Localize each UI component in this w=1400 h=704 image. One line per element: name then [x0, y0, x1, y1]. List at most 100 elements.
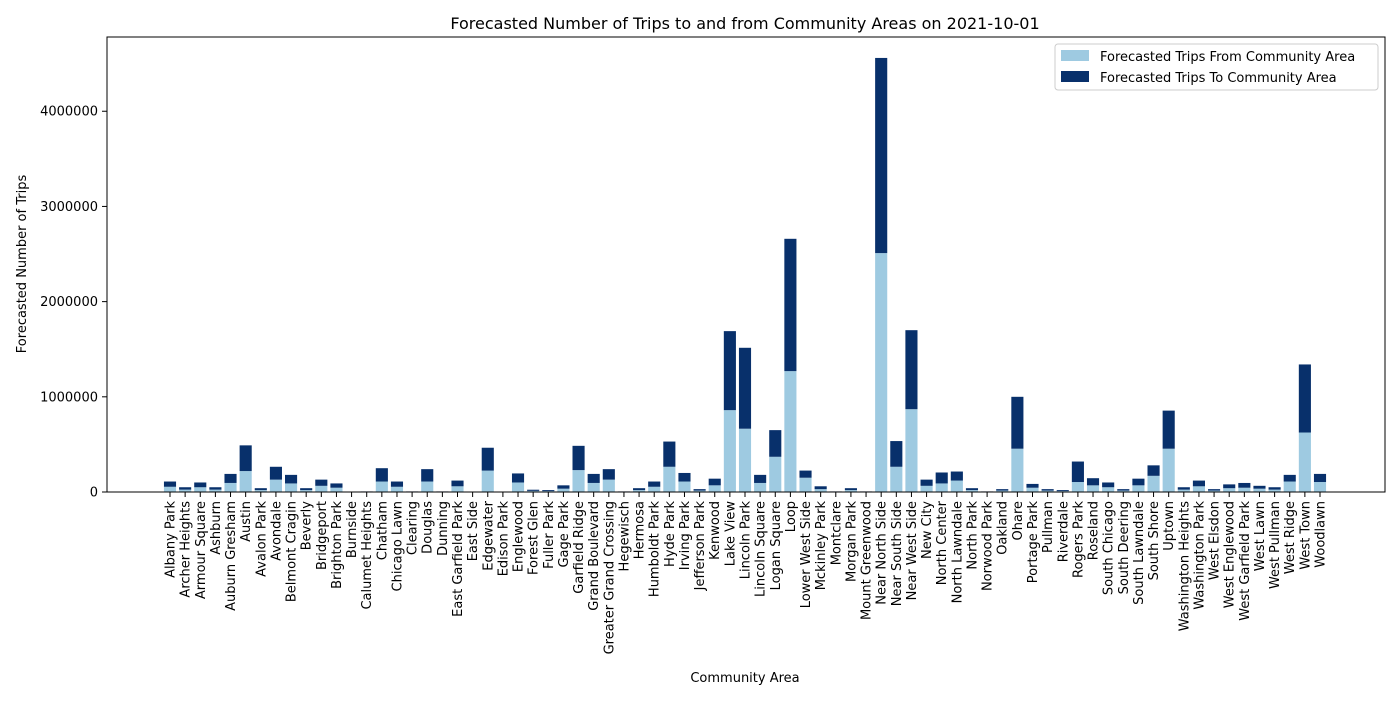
bar-from-65	[1148, 476, 1160, 492]
x-tick-label: Belmont Cragin	[285, 501, 300, 602]
x-tick-label: Logan Square	[769, 501, 784, 590]
bar-to-64	[1132, 479, 1144, 486]
x-tick-label: Greater Grand Crossing	[602, 501, 617, 654]
bar-from-76	[1314, 482, 1326, 492]
bar-from-2	[194, 487, 206, 492]
bar-from-42	[799, 478, 811, 492]
y-tick-label: 0	[90, 486, 98, 501]
x-tick-label: North Park	[965, 501, 980, 570]
bar-to-17	[421, 469, 433, 481]
x-tick-label: Avalon Park	[254, 501, 269, 577]
chart-title: Forecasted Number of Trips to and from C…	[450, 14, 1039, 33]
bar-to-61	[1087, 478, 1099, 485]
x-tick-label: North Lawndale	[950, 501, 965, 603]
bar-to-58	[1042, 489, 1054, 490]
x-tick-label: South Chicago	[1102, 501, 1117, 595]
bar-to-37	[724, 331, 736, 410]
x-tick-label: Lower West Side	[799, 501, 814, 608]
bar-to-38	[739, 348, 751, 429]
x-tick-label: West Lawn	[1253, 501, 1268, 571]
x-tick-label: Avondale	[269, 501, 284, 561]
bar-to-9	[300, 488, 312, 490]
x-tick-label: Edgewater	[481, 500, 496, 570]
bar-from-38	[739, 429, 751, 492]
x-tick-label: West Town	[1298, 501, 1313, 570]
bar-from-75	[1299, 433, 1311, 492]
bar-to-48	[890, 441, 902, 467]
bar-from-52	[951, 481, 963, 492]
x-tick-label: West Elsdon	[1208, 501, 1223, 580]
bar-to-49	[905, 330, 917, 409]
x-tick-label: Mount Greenwood	[860, 501, 875, 620]
bar-from-66	[1163, 449, 1175, 492]
legend-swatch-to	[1061, 71, 1089, 82]
bar-to-39	[754, 475, 766, 483]
x-tick-label: Norwood Park	[981, 501, 996, 592]
y-axis-label: Forecasted Number of Trips	[15, 175, 30, 354]
bar-to-26	[557, 485, 569, 488]
x-tick-label: Armour Square	[194, 501, 209, 599]
x-tick-label: Mckinley Park	[814, 501, 829, 591]
bar-to-1	[179, 487, 191, 489]
bar-from-27	[573, 470, 585, 492]
bar-to-53	[966, 488, 978, 490]
bar-to-7	[270, 467, 282, 480]
x-tick-label: Ashburn	[209, 501, 224, 555]
x-tick-label: South Shore	[1147, 501, 1162, 580]
bar-to-35	[694, 489, 706, 490]
x-tick-label: East Garfield Park	[451, 501, 466, 617]
x-tick-label: Lincoln Park	[739, 501, 754, 580]
bar-from-51	[936, 483, 948, 492]
bar-from-23	[512, 482, 524, 492]
x-tick-label: West Garfield Park	[1238, 501, 1253, 621]
bar-to-66	[1163, 411, 1175, 449]
x-tick-label: Englewood	[512, 501, 527, 572]
x-tick-label: West Pullman	[1268, 501, 1283, 589]
bar-from-17	[421, 482, 433, 492]
y-tick-label: 3000000	[40, 200, 98, 215]
x-axis-label: Community Area	[690, 671, 799, 686]
y-tick-label: 2000000	[40, 295, 98, 310]
x-tick-label: East Side	[466, 501, 481, 561]
bar-from-70	[1223, 488, 1235, 492]
x-tick-label: West Englewood	[1223, 501, 1238, 608]
bar-to-2	[194, 482, 206, 487]
bar-to-4	[224, 474, 236, 483]
x-tick-label: Oakland	[996, 501, 1011, 555]
x-tick-label: Humboldt Park	[648, 501, 663, 598]
bar-from-14	[376, 482, 388, 492]
x-tick-label: Auburn Gresham	[224, 501, 239, 611]
bar-to-73	[1269, 487, 1281, 489]
x-tick-label: Portage Park	[1026, 501, 1041, 584]
bars-group	[164, 58, 1326, 492]
x-tick-label: Archer Heights	[179, 501, 194, 598]
bar-from-56	[1011, 449, 1023, 492]
bar-to-21	[482, 448, 494, 471]
bar-to-57	[1026, 484, 1038, 488]
bar-to-70	[1223, 484, 1235, 488]
bar-to-62	[1102, 482, 1114, 487]
x-tick-label: Jefferson Park	[693, 501, 708, 592]
x-tick-label: Chatham	[375, 501, 390, 560]
x-tick-label: Calumet Heights	[360, 501, 375, 610]
bar-from-19	[451, 486, 463, 492]
bar-from-28	[588, 483, 600, 492]
bar-from-49	[905, 409, 917, 492]
x-tick-label: Fuller Park	[542, 501, 557, 569]
x-tick-label: North Center	[935, 500, 950, 585]
x-tick-label: Forest Glen	[527, 501, 542, 575]
bar-to-15	[391, 482, 403, 487]
bar-to-69	[1208, 489, 1220, 490]
bar-to-31	[633, 488, 645, 490]
bar-from-11	[330, 488, 342, 492]
bar-to-59	[1057, 490, 1069, 491]
bar-to-5	[240, 445, 252, 471]
bar-to-28	[588, 474, 600, 483]
bar-from-62	[1102, 487, 1114, 492]
x-tick-label: West Ridge	[1283, 501, 1298, 574]
bar-to-55	[996, 489, 1008, 490]
x-tick-label: Lake View	[723, 501, 738, 567]
x-tick-label: Uptown	[1162, 501, 1177, 551]
